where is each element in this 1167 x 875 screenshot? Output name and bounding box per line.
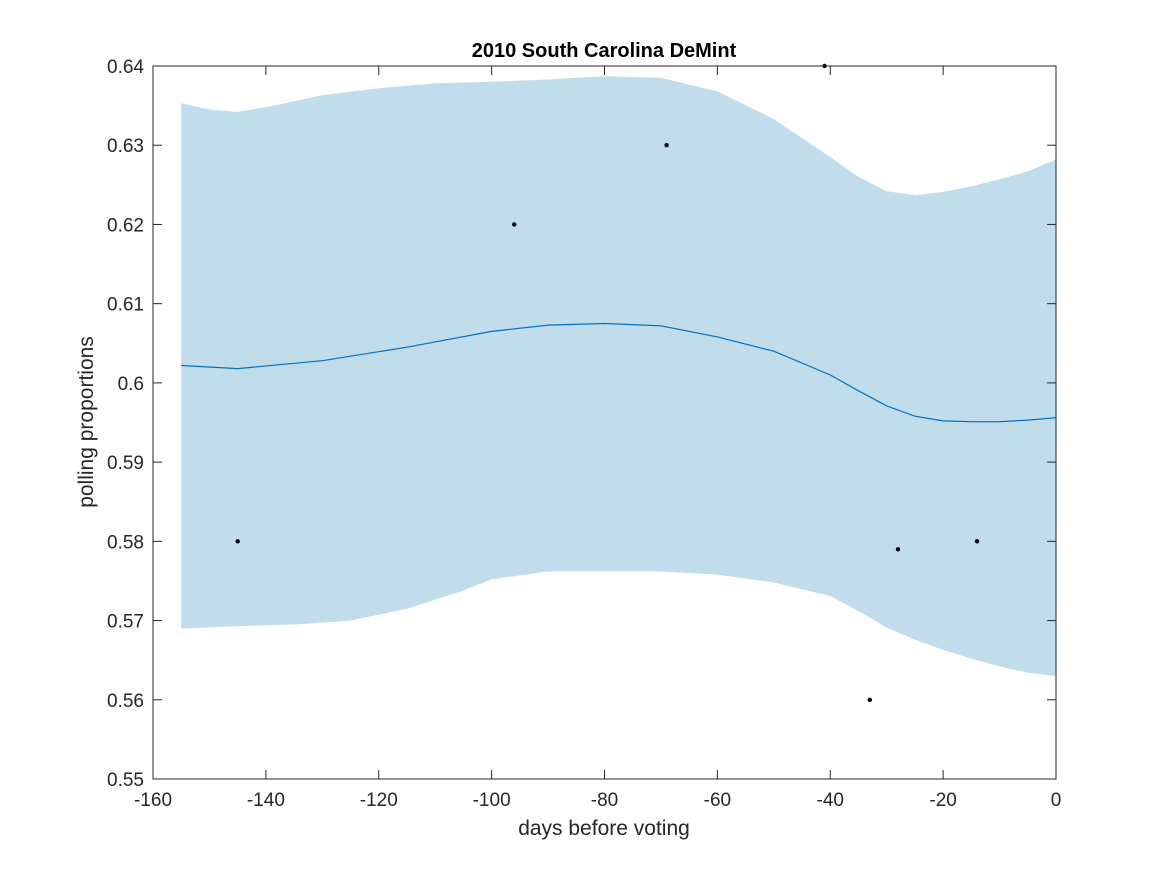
mean-line bbox=[181, 322, 1057, 423]
y-axis-label: polling proportions bbox=[75, 336, 98, 508]
data-point bbox=[867, 697, 872, 702]
x-tick-label: -80 bbox=[591, 790, 618, 811]
x-tick-label: -160 bbox=[134, 790, 172, 811]
y-tick-label: 0.6 bbox=[118, 374, 144, 395]
data-point bbox=[512, 222, 517, 227]
x-tick-label: 0 bbox=[1051, 790, 1062, 811]
plot-area bbox=[181, 63, 1057, 702]
x-tick-label: -140 bbox=[247, 790, 285, 811]
y-tick-label: 0.57 bbox=[107, 612, 144, 633]
y-tick-label: 0.56 bbox=[107, 691, 144, 712]
axes: -160 -140 -120 -100 -80 -60 -40 -20 0 0.55 0.56 0.5… bbox=[107, 57, 1061, 811]
chart-title: 2010 South Carolina DeMint bbox=[472, 40, 737, 62]
x-axis-label: days before voting bbox=[518, 817, 690, 840]
x-tick-label: -40 bbox=[817, 790, 844, 811]
x-tick-label: -120 bbox=[360, 790, 398, 811]
data-point bbox=[895, 547, 901, 552]
y-tick-label: 0.55 bbox=[107, 770, 144, 791]
data-point bbox=[235, 539, 240, 544]
x-tick-label: -100 bbox=[473, 790, 511, 811]
y-tick-label: 0.61 bbox=[107, 295, 144, 316]
data-point bbox=[974, 539, 980, 544]
y-tick-label: 0.58 bbox=[107, 532, 144, 553]
y-tick-label: 0.64 bbox=[107, 57, 144, 78]
y-tick-label: 0.59 bbox=[107, 453, 144, 474]
y-tick-label: 0.62 bbox=[107, 215, 144, 236]
data-point bbox=[664, 143, 669, 148]
confidence-band bbox=[181, 76, 1056, 677]
x-tick-label: -60 bbox=[704, 790, 731, 811]
y-tick-label: 0.63 bbox=[107, 136, 144, 157]
x-tick-label: -20 bbox=[929, 790, 956, 811]
